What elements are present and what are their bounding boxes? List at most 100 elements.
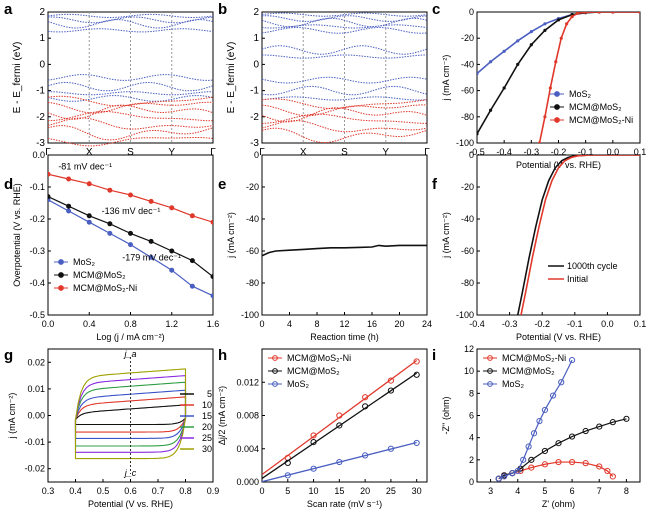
y-tick-label: -0.1 (29, 182, 45, 192)
legend-marker (487, 368, 493, 374)
legend-marker (554, 117, 560, 123)
data-point (558, 379, 565, 386)
x-tick-label: 0 (259, 486, 264, 496)
y-tick-label: -1 (250, 86, 259, 97)
fit-line (498, 461, 614, 480)
panel-b: b Γ X S Y Γ 2 1 0 -1 -2 -3 E - E_fermi (eV) (218, 1, 430, 158)
x-tick-label: 0 (259, 319, 264, 329)
x-tick-label: 0.5 (97, 486, 110, 496)
panel-e: e 0 4 8 12 16 20 24 0 -20 -40 -60 -80 -100 Reaction ti… (218, 150, 432, 342)
y-tick-label: 0.012 (236, 377, 259, 387)
y-axis-label: E - E_fermi (eV) (12, 42, 23, 114)
data-point (568, 458, 576, 466)
x-tick-label: 24 (422, 319, 432, 329)
y-axis-label: j (mA cm⁻²) (7, 393, 17, 440)
panel-label: b (218, 1, 227, 18)
panel-i: i 3 4 5 6 7 8 0 2 4 6 8 10 12 Z' (ohm) -Z'' (ohm) MCM@Mo… (432, 344, 641, 509)
y-tick-label: -100 (456, 310, 474, 320)
x-tick-label: 4 (287, 319, 292, 329)
x-tick-label: X (300, 147, 307, 158)
data-point (623, 415, 630, 422)
data-point (520, 456, 527, 463)
plot-area (477, 12, 640, 143)
data-point (107, 187, 113, 193)
y-tick-label: 0 (469, 150, 474, 160)
data-point (488, 60, 493, 64)
data-point (189, 283, 195, 289)
data-point (584, 12, 588, 14)
x-tick-label: Γ (45, 147, 51, 158)
x-axis-label: Potential (V vs. RHE) (516, 332, 601, 342)
band-line (261, 24, 428, 29)
x-tick-label: 0.4 (83, 319, 96, 329)
y-tick-label: -60 (246, 246, 259, 256)
data-point (514, 467, 521, 475)
legend-label: MCM@MoS₂ (502, 366, 555, 376)
x-tick-label: 0.9 (207, 486, 220, 496)
data-point (597, 12, 601, 14)
series-line (538, 12, 640, 143)
fit-line (262, 441, 417, 482)
band-line (47, 95, 214, 102)
x-tick-label: -0.1 (567, 319, 583, 329)
legend-label: MCM@MoS₂-Ni (287, 353, 351, 363)
data-point (495, 475, 502, 482)
y-tick-label: 0.0 (32, 150, 45, 160)
data-point (387, 445, 395, 452)
band-line (48, 91, 213, 96)
slope-annotation: -179 mV dec⁻¹ (122, 253, 181, 263)
legend-marker (487, 381, 493, 387)
data-point (387, 377, 395, 384)
legend-label: MCM@MoS₂ (569, 102, 622, 112)
band-line (261, 98, 428, 109)
x-tick-label: 5 (542, 486, 547, 496)
band-line (47, 74, 214, 81)
x-tick-label: -0.3 (502, 319, 518, 329)
x-tick-label: -0.1 (578, 147, 594, 157)
y-axis-label: j (mA cm⁻²) (226, 212, 236, 259)
band-line (47, 13, 214, 18)
panel-label: f (432, 176, 438, 193)
band-line (47, 137, 214, 147)
y-tick-label: 0.004 (236, 444, 259, 454)
band-line (261, 120, 428, 133)
series-line (262, 244, 427, 257)
legend-label: MoS₂ (287, 379, 310, 389)
legend-marker (554, 91, 560, 97)
y-tick-label: 0.000 (236, 477, 259, 487)
slope-annotation: -136 mV dec⁻¹ (102, 206, 161, 216)
data-point (548, 86, 552, 90)
y-tick-label: -80 (461, 278, 474, 288)
y-tick-label: -60 (461, 86, 474, 96)
x-tick-label: Y (168, 147, 175, 158)
legend-marker (58, 272, 64, 278)
panel-label: i (432, 347, 436, 364)
data-point (559, 36, 563, 40)
data-point (536, 417, 543, 425)
y-axis-label: Δj/2 (mA cm⁻²) (217, 386, 227, 445)
y-tick-label: -2 (250, 112, 259, 123)
x-tick-label: 0.6 (124, 486, 137, 496)
data-point (528, 464, 535, 471)
y-tick-label: 6 (469, 411, 474, 421)
x-tick-label: -0.5 (469, 147, 485, 157)
data-point (336, 458, 343, 466)
y-tick-label: -0.01 (24, 437, 45, 447)
data-point (284, 459, 291, 466)
data-point (413, 439, 420, 447)
x-tick-label: 0.4 (69, 486, 82, 496)
y-tick-label: -100 (456, 138, 474, 148)
x-tick-label: X (86, 147, 93, 158)
x-tick-label: 8 (624, 486, 629, 496)
band-line (47, 95, 214, 107)
data-point (66, 208, 72, 214)
panel-label: a (4, 1, 13, 18)
x-tick-label: -0.4 (469, 319, 485, 329)
x-tick-label: 16 (367, 319, 377, 329)
series-line (477, 12, 640, 75)
data-point (128, 192, 133, 198)
x-tick-label: -0.2 (551, 147, 567, 157)
data-point (509, 470, 516, 477)
data-point (638, 12, 640, 14)
